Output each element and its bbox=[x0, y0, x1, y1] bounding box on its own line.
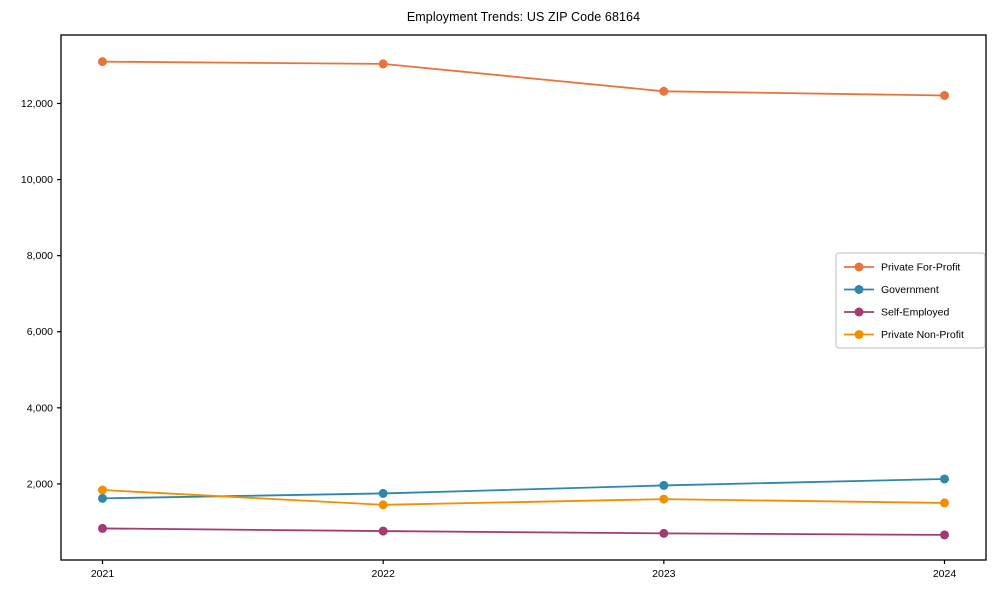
legend-item: Private Non-Profit bbox=[844, 329, 964, 341]
data-point-marker bbox=[378, 526, 388, 536]
y-axis: 2,000 4,000 6,000 8,000 10,000 12,000 bbox=[21, 98, 61, 490]
data-point-marker bbox=[378, 488, 388, 498]
legend-item: Private For-Profit bbox=[844, 262, 960, 274]
legend-label: Self-Employed bbox=[881, 307, 949, 319]
legend-label: Private For-Profit bbox=[881, 262, 960, 274]
x-axis: 2021 2022 2023 2024 bbox=[91, 560, 957, 580]
y-tick-label: 8,000 bbox=[27, 250, 53, 262]
legend-label: Private Non-Profit bbox=[881, 329, 964, 341]
y-tick-label: 2,000 bbox=[27, 478, 53, 490]
legend-marker-dot bbox=[854, 285, 864, 294]
y-tick-label: 12,000 bbox=[21, 98, 53, 110]
data-point-marker bbox=[659, 480, 669, 490]
y-tick-label: 6,000 bbox=[27, 326, 53, 338]
series-government bbox=[98, 474, 949, 503]
legend: Private For-Profit Government Self-Employe… bbox=[835, 252, 986, 349]
data-point-marker bbox=[940, 474, 949, 484]
y-tick-label: 10,000 bbox=[21, 174, 53, 186]
chart-title: Employment Trends: US ZIP Code 68164 bbox=[406, 10, 641, 24]
x-tick-label: 2023 bbox=[652, 568, 676, 580]
data-point-marker bbox=[378, 59, 388, 69]
x-tick-label: 2024 bbox=[933, 568, 957, 580]
data-point-marker bbox=[940, 90, 949, 100]
legend-marker-dot bbox=[854, 262, 864, 272]
legend-marker-dot bbox=[854, 330, 864, 339]
x-tick-label: 2021 bbox=[91, 568, 115, 580]
data-point-marker bbox=[98, 57, 107, 67]
data-point-marker bbox=[98, 493, 107, 503]
plot-border bbox=[60, 34, 987, 561]
data-point-marker bbox=[659, 494, 669, 504]
data-point-marker bbox=[378, 500, 388, 510]
legend-marker-dot bbox=[854, 307, 864, 317]
data-point-marker bbox=[940, 498, 949, 508]
series-private-non-profit bbox=[98, 485, 949, 510]
legend-item: Self-Employed bbox=[844, 307, 949, 319]
series-line bbox=[101, 60, 946, 97]
series-self-employed bbox=[98, 523, 949, 540]
data-point-marker bbox=[659, 86, 669, 96]
x-tick-label: 2022 bbox=[371, 568, 395, 580]
y-tick-label: 4,000 bbox=[27, 402, 53, 414]
data-point-marker bbox=[98, 485, 107, 495]
series-private-for-profit bbox=[98, 57, 949, 100]
series-line bbox=[101, 478, 946, 500]
legend-item: Government bbox=[844, 284, 939, 296]
series-line bbox=[101, 527, 946, 536]
data-point-marker bbox=[659, 528, 669, 538]
legend-label: Government bbox=[881, 284, 939, 296]
legend-box bbox=[835, 252, 986, 349]
series-line bbox=[101, 489, 946, 506]
data-point-marker bbox=[940, 530, 949, 540]
data-point-marker bbox=[98, 523, 107, 533]
